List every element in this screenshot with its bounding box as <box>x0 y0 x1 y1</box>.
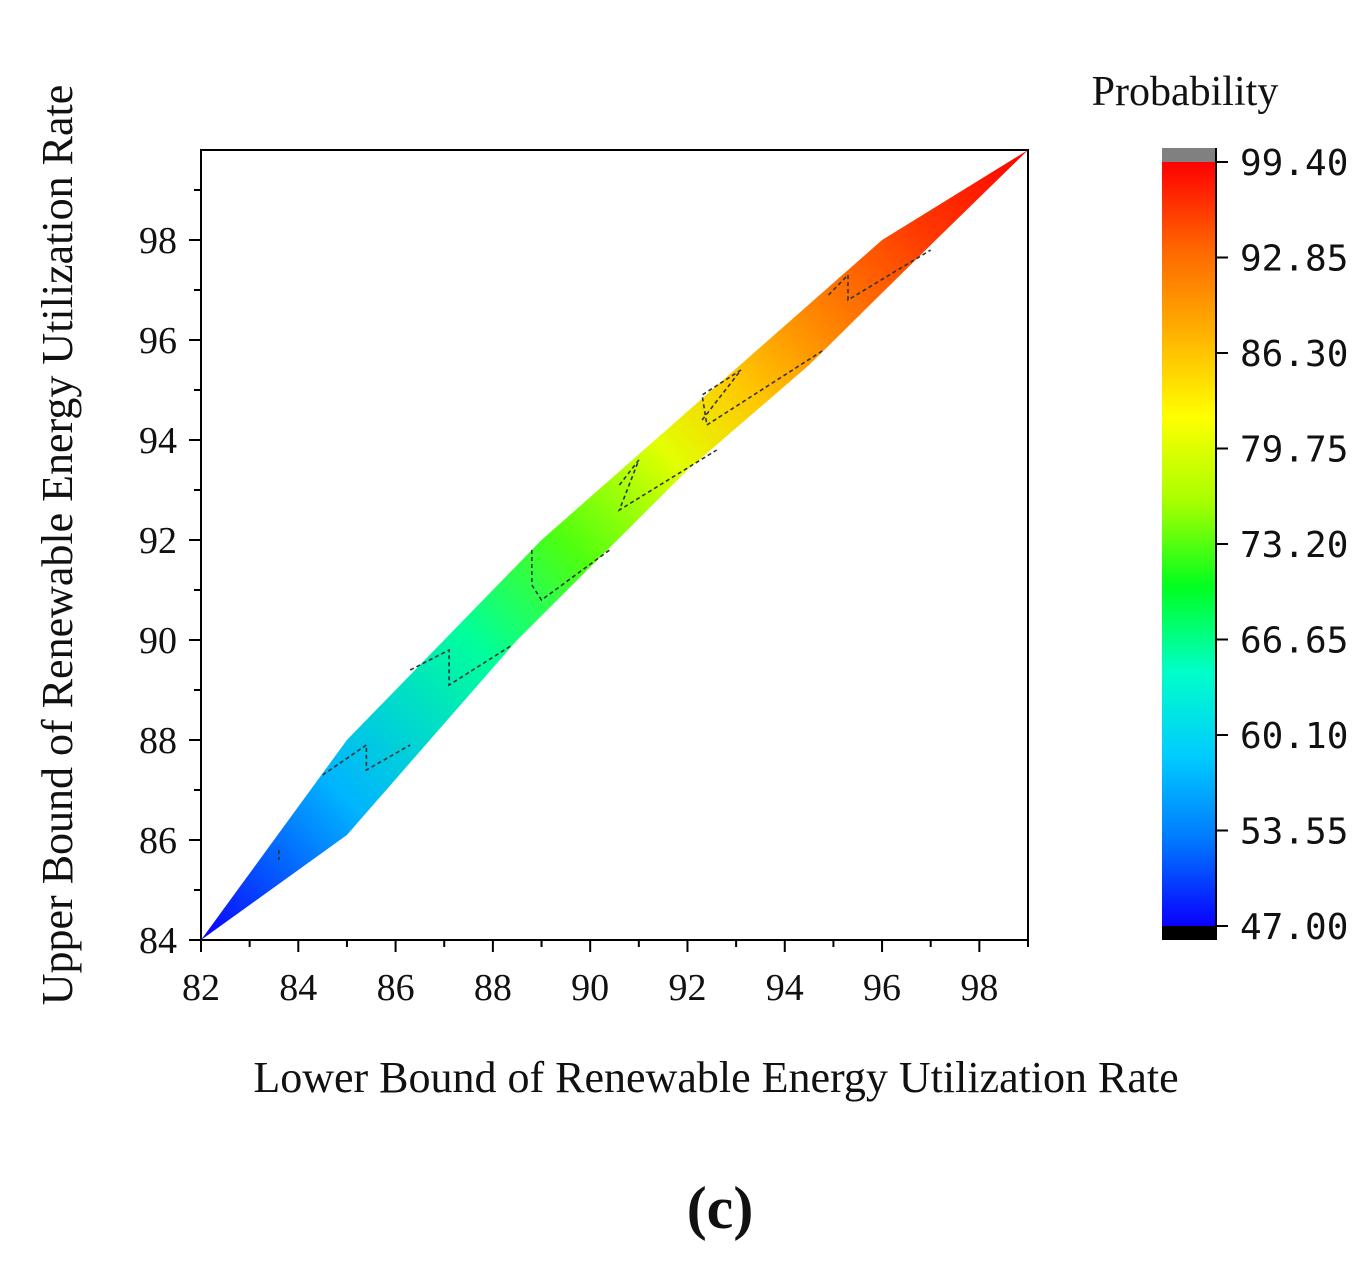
x-tick-label: 96 <box>863 967 901 1009</box>
colorbar-tick-label: 86.30 <box>1240 334 1348 375</box>
y-tick-label: 86 <box>139 820 177 862</box>
contour-line <box>617 449 718 512</box>
contour-line <box>827 249 932 302</box>
x-tick-label: 98 <box>960 967 998 1009</box>
colorbar-overflow-cap <box>1162 148 1216 162</box>
x-axis-label: Lower Bound of Renewable Energy Utilizat… <box>253 1053 1178 1102</box>
x-tick-label: 92 <box>668 967 706 1009</box>
y-axis-label: Upper Bound of Renewable Energy Utilizat… <box>33 85 82 1006</box>
colorbar-tick-label: 99.40 <box>1240 143 1348 184</box>
figure-label: (c) <box>687 1175 754 1241</box>
contour-line <box>409 644 513 687</box>
contour-line <box>701 349 825 427</box>
colorbar-tick-label: 92.85 <box>1240 239 1348 280</box>
y-tick-label: 96 <box>139 320 177 362</box>
colorbar-tick-label: 47.00 <box>1240 907 1348 948</box>
colorbar-tick-label: 79.75 <box>1240 430 1348 471</box>
y-tick-label: 92 <box>139 520 177 562</box>
x-tick-label: 84 <box>279 967 317 1009</box>
colorbar-tick-label: 73.20 <box>1240 525 1348 566</box>
y-axis: 84 86 88 90 92 94 96 98 <box>139 189 201 962</box>
probability-surface <box>201 150 1028 940</box>
x-tick-label: 86 <box>377 967 415 1009</box>
y-tick-label: 84 <box>139 920 177 962</box>
colorbar-tick-label: 66.65 <box>1240 621 1348 662</box>
colorbar-ticks: 99.40 92.85 86.30 79.75 73.20 66.65 60.10 53.55… <box>1216 143 1348 948</box>
x-tick-label: 90 <box>571 967 609 1009</box>
colorbar-tick-label: 60.10 <box>1240 716 1348 757</box>
contour-line <box>530 549 611 602</box>
probability-region <box>201 150 1028 940</box>
colorbar-underflow-cap <box>1162 926 1216 940</box>
x-tick-label: 82 <box>182 967 220 1009</box>
x-axis: 82 84 86 88 90 92 94 96 98 <box>182 940 1029 1009</box>
y-tick-label: 88 <box>139 720 177 762</box>
y-tick-label: 94 <box>139 420 177 462</box>
x-tick-label: 88 <box>474 967 512 1009</box>
colorbar <box>1162 162 1216 926</box>
colorbar-title: Probability <box>1092 69 1279 115</box>
contour-line <box>322 743 411 776</box>
y-tick-label: 98 <box>139 220 177 262</box>
y-tick-label: 90 <box>139 620 177 662</box>
colorbar-tick-label: 53.55 <box>1240 812 1348 853</box>
contour-lines <box>277 249 932 860</box>
x-tick-label: 94 <box>766 967 804 1009</box>
